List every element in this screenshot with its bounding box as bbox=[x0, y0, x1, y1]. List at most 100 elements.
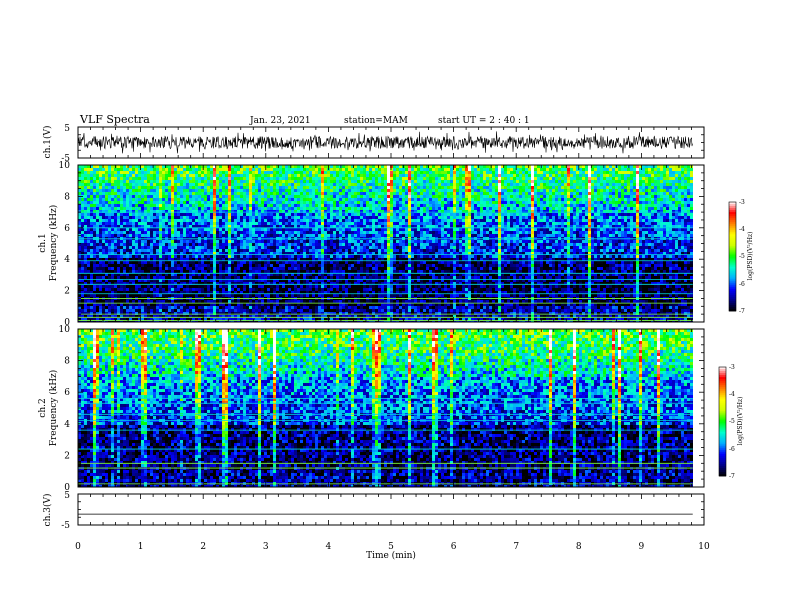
ch1-spectrogram-cell bbox=[204, 258, 207, 261]
ch1-spectrogram-cell bbox=[240, 240, 243, 243]
ch1-spectrogram-cell bbox=[216, 270, 219, 273]
ch1-spectrogram-cell bbox=[315, 228, 318, 231]
ch1-spectrogram-cell bbox=[312, 261, 315, 264]
ch1-spectrogram-cell bbox=[237, 231, 240, 234]
ch1-spectrogram-cell bbox=[276, 216, 279, 219]
ch1-spectrogram-cell bbox=[120, 279, 123, 282]
ch1-spectrogram-cell bbox=[180, 318, 183, 321]
ch1-spectrogram-cell bbox=[99, 318, 102, 321]
ch1-spectrogram-cell bbox=[327, 270, 330, 273]
ch1-spectrogram-cell bbox=[336, 186, 339, 189]
ch1-spectrogram-cell bbox=[183, 312, 186, 315]
ch1-spectrogram-cell bbox=[174, 318, 177, 321]
ch1-spectrogram-cell bbox=[330, 174, 333, 177]
ch1-spectrogram-cell bbox=[336, 261, 339, 264]
ch1-spectrogram-cell bbox=[285, 213, 288, 216]
ch1-spectrogram-cell bbox=[102, 168, 105, 171]
ch1-spectrogram-cell bbox=[252, 282, 255, 285]
ch1-spectrogram-cell bbox=[306, 174, 309, 177]
ch1-spectrogram-cell bbox=[294, 294, 297, 297]
ch1-spectrogram-cell bbox=[105, 291, 108, 294]
ch1-spectrogram-cell bbox=[309, 264, 312, 267]
ch1-spectrogram-cell bbox=[318, 267, 321, 270]
ch1-spectrogram-cell bbox=[108, 246, 111, 249]
ch1-spectrogram-cell bbox=[243, 234, 246, 237]
ch1-spectrogram-cell bbox=[327, 264, 330, 267]
ch1-spectrogram-cell bbox=[333, 225, 336, 228]
ch1-spectrogram-cell bbox=[216, 183, 219, 186]
ch1-spectrogram-cell bbox=[312, 276, 315, 279]
ch1-spectrogram-cell bbox=[171, 264, 174, 267]
ch1-spectrogram-cell bbox=[264, 204, 267, 207]
ch1-spectrogram-cell bbox=[162, 195, 165, 198]
ch1-spectrogram-cell bbox=[273, 168, 276, 171]
ch1-spectrogram-cell bbox=[333, 171, 336, 174]
ch1-spectrogram-cell bbox=[114, 261, 117, 264]
ch1-spectrogram-cell bbox=[330, 249, 333, 252]
ch1-spectrogram-cell bbox=[126, 231, 129, 234]
ch1-spectrogram-cell bbox=[273, 207, 276, 210]
ch1-spectrogram-cell bbox=[306, 192, 309, 195]
ch1-spectrogram-cell bbox=[309, 279, 312, 282]
ch1-spectrogram-cell bbox=[78, 189, 81, 192]
ch1-spectrogram-cell bbox=[291, 318, 294, 321]
ch1-spectrogram-cell bbox=[300, 201, 303, 204]
ch1-spectrogram-cell bbox=[147, 264, 150, 267]
ch1-spectrogram-cell bbox=[276, 204, 279, 207]
ch1-spectrogram-cell bbox=[261, 177, 264, 180]
ch1-spectrogram-cell bbox=[270, 285, 273, 288]
ch1-spectrogram-cell bbox=[99, 216, 102, 219]
ch1-spectrogram-cell bbox=[120, 273, 123, 276]
ch1-spectrogram-cell bbox=[327, 309, 330, 312]
ch1-spectrogram-cell bbox=[147, 171, 150, 174]
ch1-spectrogram-cell bbox=[300, 306, 303, 309]
ch1-spectrogram-cell bbox=[267, 258, 270, 261]
ch1-spectrogram-cell bbox=[87, 255, 90, 258]
ch1-spectrogram-cell bbox=[174, 264, 177, 267]
ch1-spectrogram-cell bbox=[111, 204, 114, 207]
ch1-spectrogram-cell bbox=[276, 264, 279, 267]
ch1-spectrogram-cell bbox=[252, 243, 255, 246]
ch1-spectrogram-cell bbox=[102, 243, 105, 246]
ch1-spectrogram-cell bbox=[195, 192, 198, 195]
ch1-spectrogram-cell bbox=[282, 177, 285, 180]
ch1-spectrogram-cell bbox=[105, 165, 108, 168]
ch1-spectrogram-cell bbox=[348, 186, 351, 189]
ch1-spectrogram-cell bbox=[207, 216, 210, 219]
ch1-spectrogram-cell bbox=[318, 312, 321, 315]
ch1-spectrogram-cell bbox=[81, 207, 84, 210]
ch1-spectrogram-cell bbox=[123, 198, 126, 201]
ch1-spectrogram-cell bbox=[351, 252, 354, 255]
ch1-spectrogram-cell bbox=[198, 288, 201, 291]
ch1-spectrogram-cell bbox=[315, 291, 318, 294]
ch1-spectrogram-cell bbox=[96, 210, 99, 213]
ch1-spectrogram-cell bbox=[180, 186, 183, 189]
ch1-spectrogram-cell bbox=[288, 180, 291, 183]
ch1-spectrogram-cell bbox=[132, 285, 135, 288]
ch1-spectrogram-cell bbox=[84, 276, 87, 279]
ch1-spectrogram-cell bbox=[348, 300, 351, 303]
ch1-spectrogram-cell bbox=[342, 243, 345, 246]
ch1-spectrogram-cell bbox=[171, 207, 174, 210]
ch1-spectrogram-cell bbox=[93, 312, 96, 315]
ch1-spectrogram-cell bbox=[330, 309, 333, 312]
ch1-spectrogram-cell bbox=[135, 171, 138, 174]
ch1-spectrogram-cell bbox=[312, 303, 315, 306]
ch1-spectrogram-cell bbox=[99, 294, 102, 297]
ch1-spectrogram-cell bbox=[267, 279, 270, 282]
ch1-spectrogram-cell bbox=[141, 243, 144, 246]
ch1-spectrogram-cell bbox=[138, 285, 141, 288]
ch1-spectrogram-cell bbox=[282, 246, 285, 249]
ch1-spectrogram-cell bbox=[222, 252, 225, 255]
ch1-spectrogram-cell bbox=[96, 165, 99, 168]
ch1-spectrogram-cell bbox=[99, 300, 102, 303]
ch1-spectrogram-cell bbox=[93, 204, 96, 207]
ch1-spectrogram-cell bbox=[258, 279, 261, 282]
ch1-spectrogram-cell bbox=[177, 198, 180, 201]
ch1-spectrogram-cell bbox=[237, 294, 240, 297]
ch1-spectrogram-cell bbox=[339, 264, 342, 267]
ch1-spectrogram-cell bbox=[171, 168, 174, 171]
ch1-spectrogram-cell bbox=[213, 249, 216, 252]
ch1-spectrogram-cell bbox=[261, 189, 264, 192]
ch1-spectrogram-cell bbox=[114, 204, 117, 207]
